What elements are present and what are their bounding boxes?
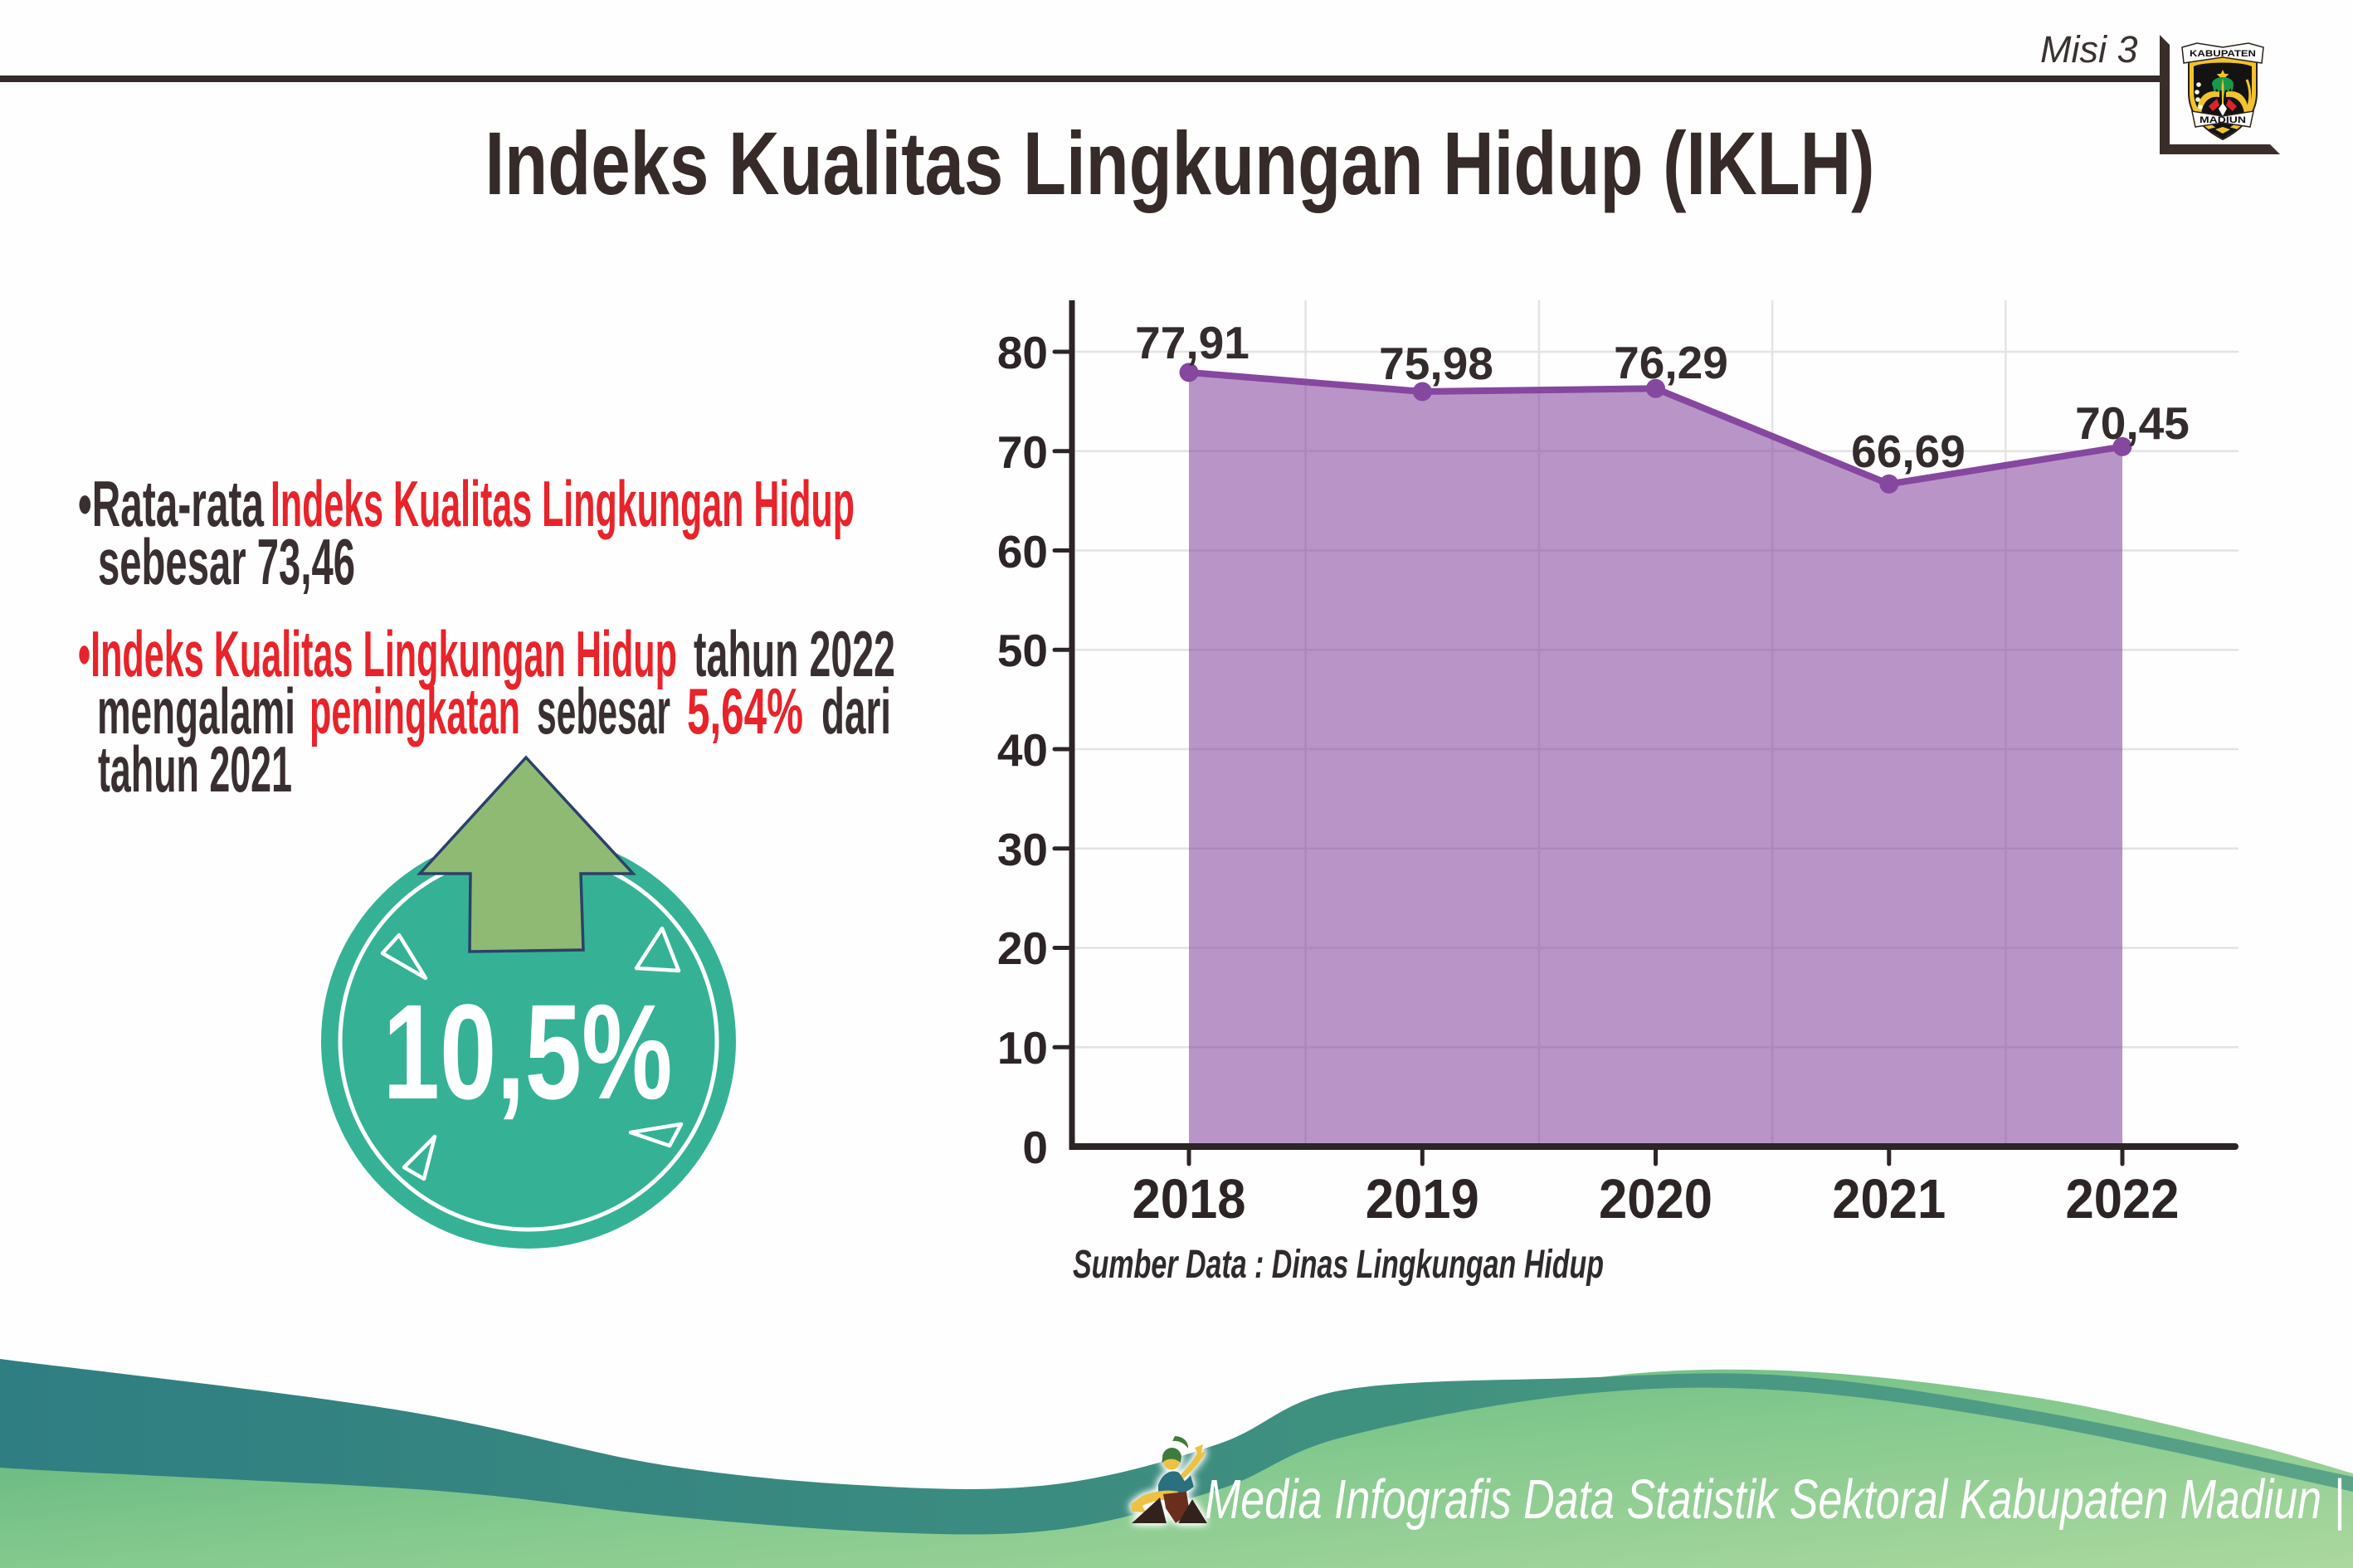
svg-text:20: 20 bbox=[997, 923, 1048, 974]
svg-text:KABUPATEN: KABUPATEN bbox=[2190, 49, 2256, 59]
svg-text:70,45: 70,45 bbox=[2075, 397, 2190, 449]
svg-text:Sumber Data : Dinas Lingkungan: Sumber Data : Dinas Lingkungan Hidup bbox=[1073, 1243, 1604, 1287]
svg-text:10,5%: 10,5% bbox=[383, 976, 673, 1127]
svg-text:•Indeks Kualitas Lingkungan Hi: •Indeks Kualitas Lingkungan Hidup bbox=[78, 617, 677, 690]
svg-text:Misi 3: Misi 3 bbox=[2040, 28, 2138, 71]
svg-text:77,91: 77,91 bbox=[1135, 317, 1250, 368]
svg-text:66,69: 66,69 bbox=[1851, 426, 1966, 477]
svg-text:2019: 2019 bbox=[1366, 1168, 1479, 1230]
svg-text:0: 0 bbox=[1022, 1122, 1048, 1173]
svg-text:tahun 2021: tahun 2021 bbox=[98, 733, 292, 806]
svg-text:mengalami: mengalami bbox=[97, 674, 295, 747]
svg-text:30: 30 bbox=[997, 824, 1048, 875]
svg-text:75,98: 75,98 bbox=[1379, 338, 1493, 389]
svg-text:Media Infografis Data Statisti: Media Infografis Data Statistik Sektoral… bbox=[1205, 1468, 2345, 1531]
svg-text:50: 50 bbox=[997, 625, 1048, 676]
svg-text:peningkatan: peningkatan bbox=[309, 674, 520, 747]
svg-text:76,29: 76,29 bbox=[1614, 337, 1728, 388]
svg-text:2020: 2020 bbox=[1599, 1168, 1712, 1230]
svg-text:•Rata-rata: •Rata-rata bbox=[78, 467, 264, 540]
svg-text:dari: dari bbox=[821, 674, 891, 747]
svg-text:5,64%: 5,64% bbox=[687, 674, 803, 747]
svg-text:sebesar: sebesar bbox=[537, 674, 670, 747]
svg-text:MADIUN: MADIUN bbox=[2200, 115, 2246, 125]
svg-text:10: 10 bbox=[997, 1022, 1048, 1074]
svg-text:tahun 2022: tahun 2022 bbox=[694, 617, 895, 690]
svg-text:2018: 2018 bbox=[1133, 1168, 1246, 1230]
svg-text:70: 70 bbox=[997, 426, 1048, 478]
svg-text:Indeks Kualitas Lingkungan Hid: Indeks Kualitas Lingkungan Hidup bbox=[270, 467, 855, 540]
svg-text:Indeks Kualitas Lingkungan Hid: Indeks Kualitas Lingkungan Hidup (IKLH) bbox=[485, 113, 1875, 213]
svg-text:sebesar 73,46: sebesar 73,46 bbox=[98, 525, 355, 598]
svg-text:60: 60 bbox=[997, 526, 1048, 577]
svg-text:2021: 2021 bbox=[1832, 1168, 1946, 1230]
svg-text:2022: 2022 bbox=[2066, 1168, 2180, 1230]
svg-text:80: 80 bbox=[997, 327, 1048, 378]
svg-text:40: 40 bbox=[997, 724, 1048, 776]
